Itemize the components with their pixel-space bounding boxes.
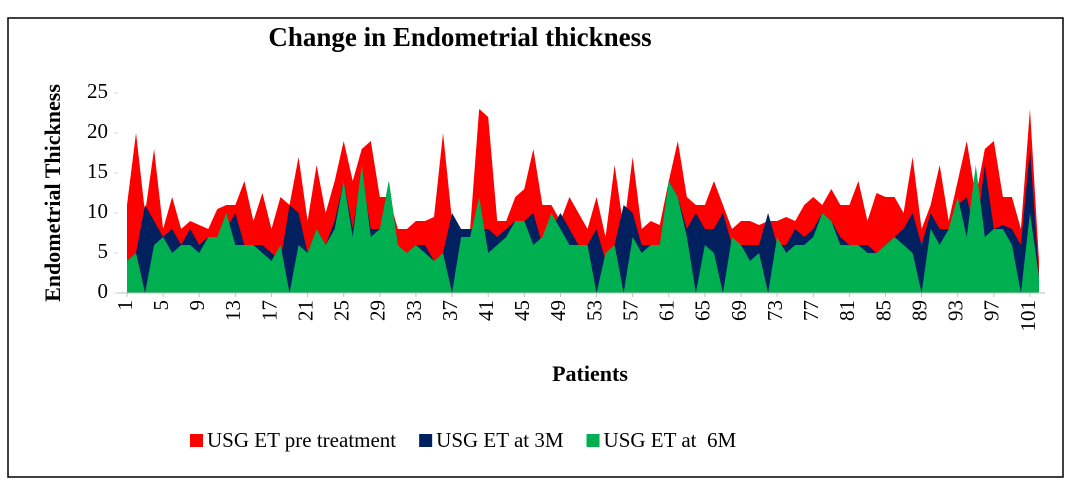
legend-swatch (586, 434, 600, 447)
y-tick-label: 15 (87, 159, 108, 183)
x-tick-label: 13 (221, 300, 245, 321)
y-tick-label: 25 (87, 79, 108, 103)
chart-title: Change in Endometrial thickness (268, 22, 651, 52)
x-tick-label: 37 (438, 300, 462, 321)
x-tick-label: 29 (366, 300, 390, 321)
x-tick-label: 5 (149, 300, 173, 311)
area (127, 165, 1039, 293)
x-tick-label: 77 (799, 300, 823, 321)
x-tick-label: 101 (1016, 300, 1040, 332)
y-tick-label: 20 (87, 119, 108, 143)
x-tick-label: 57 (618, 300, 642, 321)
x-tick-label: 53 (582, 300, 606, 321)
x-tick-label: 49 (546, 300, 570, 321)
legend-label: USG ET pre treatment (207, 428, 396, 452)
x-tick-label: 89 (907, 300, 931, 321)
x-tick-label: 85 (871, 300, 895, 321)
legend-swatch (190, 434, 203, 447)
x-tick-label: 45 (510, 300, 534, 321)
x-tick-label: 97 (980, 300, 1004, 321)
x-tick-label: 1 (113, 300, 137, 311)
x-tick-label: 65 (691, 300, 715, 321)
y-tick-label: 5 (98, 239, 109, 263)
x-tick-label: 81 (835, 300, 859, 321)
x-tick-label: 41 (474, 300, 498, 321)
x-tick-label: 61 (655, 300, 679, 321)
x-tick-label: 69 (727, 300, 751, 321)
legend-label: USG ET at 6M (604, 428, 737, 452)
y-axis-title: Endometrial Thickness (40, 84, 65, 302)
x-axis-title: Patients (552, 361, 628, 386)
y-tick-label: 0 (98, 279, 109, 303)
y-tick-label: 10 (87, 199, 108, 223)
x-tick-label: 33 (402, 300, 426, 321)
x-tick-label: 21 (293, 300, 317, 321)
legend-swatch (419, 434, 433, 447)
x-tick-label: 93 (944, 300, 968, 321)
legend-label: USG ET at 3M (436, 428, 564, 452)
x-tick-label: 25 (330, 300, 354, 321)
x-tick-label: 17 (257, 300, 281, 321)
x-tick-label: 9 (185, 300, 209, 311)
x-tick-label: 73 (763, 300, 787, 321)
